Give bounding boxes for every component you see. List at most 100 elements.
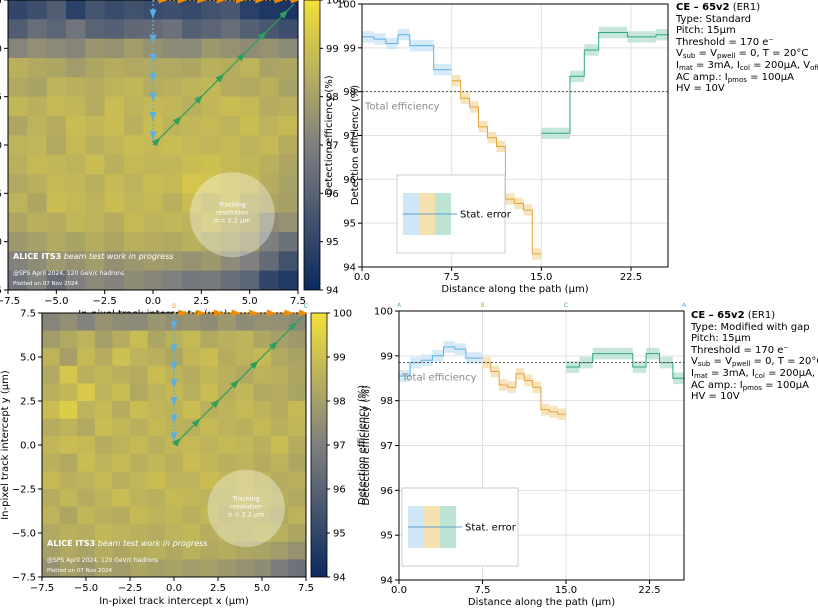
y-tick-label: 100: [337, 0, 356, 11]
heatmap-cell: [182, 436, 201, 455]
y-tick-label: 97: [343, 131, 356, 142]
path-arrow: [149, 131, 157, 141]
path-arrow: [216, 0, 226, 4]
colorbar: [310, 312, 328, 578]
device-pitch: Pitch: 15µm: [676, 25, 736, 37]
heatmap-cell: [124, 77, 144, 98]
heatmap-cell: [182, 232, 202, 252]
heatmap-cell: [27, 270, 48, 291]
heatmap-cell: [147, 559, 166, 578]
heatmap-cell: [235, 489, 254, 508]
heatmap-cell: [259, 0, 280, 20]
heatmap-cell: [8, 58, 28, 78]
heatmap-cell: [8, 96, 28, 117]
heatmap-cell: [220, 19, 241, 40]
heatmap-cell: [130, 418, 149, 437]
heatmap-cell: [85, 58, 106, 78]
heatmap-cell: [77, 436, 96, 455]
heatmap-cell: [165, 418, 184, 437]
heatmap-cell: [42, 541, 61, 560]
path-arrow: [170, 432, 178, 442]
heatmap-cell: [201, 58, 222, 78]
heatmap-cell: [288, 436, 307, 455]
heatmap-cell: [218, 401, 237, 420]
heatmap-cell: [27, 174, 48, 194]
heatmap-cell: [182, 541, 201, 560]
colorbar: [303, 0, 321, 291]
heatmap-cell: [147, 365, 166, 384]
x-tick-label: 2.5: [193, 296, 209, 307]
heatmap-cell: [182, 348, 201, 367]
watermark-title: ALICE ITS3 beam test work in progress: [13, 252, 173, 261]
path-arrow: [214, 309, 223, 317]
heatmap-cell: [143, 270, 164, 291]
heatmap-cell: [59, 313, 78, 332]
heatmap-cell: [104, 135, 125, 156]
heatmap-cell: [278, 174, 299, 194]
heatmap-cell: [77, 348, 96, 367]
heatmap-cell: [42, 489, 61, 508]
heatmap-cell: [218, 524, 237, 543]
path-arrow: [170, 321, 178, 331]
heatmap-cell: [124, 270, 144, 291]
heatmap-cell: [66, 154, 86, 175]
heatmap-cell: [42, 383, 61, 402]
path-arrow: [257, 31, 267, 41]
heatmap-cell: [104, 77, 125, 98]
heatmap-cell: [66, 270, 86, 291]
heatmap-cell: [85, 232, 106, 252]
y-tick-label: 99: [343, 43, 356, 54]
x-tick-label: 0.0: [166, 583, 182, 594]
y-tick-label: −7.5: [0, 286, 2, 297]
heatmap-cell: [112, 313, 131, 332]
x-axis-label: Distance along the path (µm): [441, 284, 588, 295]
total-efficiency-label: Total efficiency: [364, 102, 440, 113]
heatmap-cell: [66, 174, 86, 194]
heatmap-cell: [278, 58, 299, 78]
heatmap-cell: [259, 96, 280, 117]
heatmap-cell: [288, 541, 307, 560]
heatmap-cell: [200, 436, 219, 455]
heatmap-cell: [112, 436, 131, 455]
heatmap-cell: [278, 251, 299, 272]
heatmap-cell: [94, 348, 113, 367]
x-tick-label: 22.5: [638, 585, 660, 596]
path-arrow: [269, 341, 278, 350]
heatmap-cell: [235, 471, 254, 490]
heatmap-cell: [182, 559, 201, 578]
total-efficiency-label: Total efficiency: [401, 373, 477, 384]
heatmap-cell: [200, 559, 219, 578]
watermark-subtitle: @SPS April 2024, 120 GeV/c hadrons: [47, 557, 158, 564]
heatmap-cell: [8, 270, 28, 291]
x-tick-label: 15.0: [530, 272, 552, 283]
heatmap-cell: [77, 418, 96, 437]
heatmap-cell: [8, 77, 28, 98]
heatmap-cell: [218, 541, 237, 560]
y-tick-label: −7.5: [12, 573, 36, 584]
heatmap-cell: [220, 96, 241, 117]
heatmap-cell: [42, 524, 61, 543]
heatmap-cell: [42, 348, 61, 367]
heatmap-cell: [59, 471, 78, 490]
heatmap-cell: [42, 313, 61, 332]
corner-marker: B: [172, 303, 176, 310]
heatmap-cell: [104, 174, 125, 194]
heatmap-cell: [278, 135, 299, 156]
device-info-bottom: CE – 65v2 (ER1) Type: Modified with gap …: [691, 310, 818, 403]
heatmap-cell: [240, 77, 260, 98]
heatmap-cell: [59, 330, 78, 349]
heatmap-cell: [59, 541, 78, 560]
heatmap-cell: [182, 506, 201, 525]
heatmap-cell: [235, 330, 254, 349]
heatmap-cell: [59, 365, 78, 384]
heatmap-cell: [220, 116, 241, 136]
y-tick-label: −5.0: [0, 237, 2, 248]
heatmap-cell: [46, 193, 67, 214]
heatmap-cell: [27, 116, 48, 136]
heatmap-cell: [130, 524, 149, 543]
heatmap-cell: [94, 383, 113, 402]
colorbar-tick-label: 98: [326, 92, 339, 103]
heatmap-cell: [77, 559, 96, 578]
watermark-bold: ALICE ITS3: [13, 252, 61, 261]
